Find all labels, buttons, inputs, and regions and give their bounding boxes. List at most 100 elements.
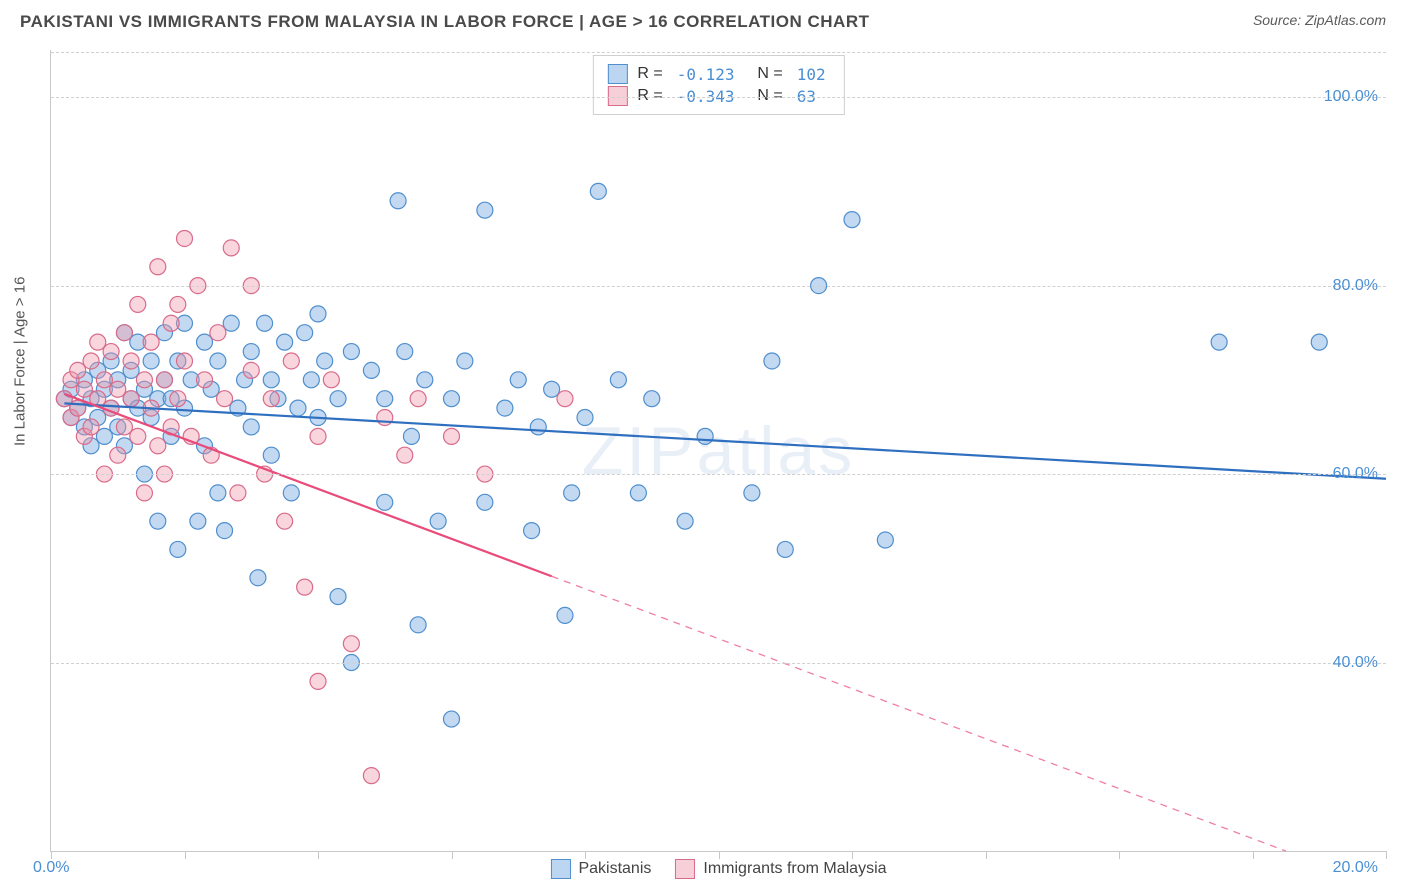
data-point <box>363 768 379 784</box>
data-point <box>477 202 493 218</box>
data-point <box>83 353 99 369</box>
gridline <box>51 286 1386 287</box>
trend-line <box>64 394 551 576</box>
data-point <box>323 372 339 388</box>
data-point <box>417 372 433 388</box>
x-tick <box>1253 851 1254 859</box>
data-point <box>1211 334 1227 350</box>
data-point <box>210 353 226 369</box>
gridline <box>51 474 1386 475</box>
x-tick <box>185 851 186 859</box>
data-point <box>497 400 513 416</box>
data-point <box>70 400 86 416</box>
data-point <box>263 447 279 463</box>
data-point <box>457 353 473 369</box>
data-point <box>243 344 259 360</box>
chart-plot-area: ZIPatlas R =-0.123 N =102R =-0.343 N =63… <box>50 50 1386 852</box>
data-point <box>444 428 460 444</box>
data-point <box>510 372 526 388</box>
data-point <box>677 513 693 529</box>
data-point <box>377 391 393 407</box>
data-point <box>544 381 560 397</box>
data-point <box>297 325 313 341</box>
data-point <box>250 570 266 586</box>
data-point <box>557 391 573 407</box>
data-point <box>564 485 580 501</box>
data-point <box>217 523 233 539</box>
correlation-stats-box: R = -0.123 N = 102 R =-0.343 N =63 <box>592 55 844 115</box>
y-tick-label: 100.0% <box>1324 88 1378 106</box>
data-point <box>116 419 132 435</box>
data-point <box>210 325 226 341</box>
y-tick-label: 40.0% <box>1333 654 1378 672</box>
data-point <box>310 673 326 689</box>
stat-r-value: -0.123 <box>677 65 735 84</box>
data-point <box>477 494 493 510</box>
data-point <box>377 494 393 510</box>
data-point <box>170 296 186 312</box>
legend-swatch <box>607 64 627 84</box>
data-point <box>170 541 186 557</box>
chart-title: PAKISTANI VS IMMIGRANTS FROM MALAYSIA IN… <box>20 12 869 32</box>
stat-n-label: N = <box>749 87 783 105</box>
data-point <box>243 419 259 435</box>
data-point <box>303 372 319 388</box>
data-point <box>230 485 246 501</box>
data-point <box>630 485 646 501</box>
data-point <box>557 607 573 623</box>
data-point <box>283 353 299 369</box>
data-point <box>297 579 313 595</box>
x-tick <box>318 851 319 859</box>
x-tick <box>852 851 853 859</box>
data-point <box>317 353 333 369</box>
x-tick <box>1386 851 1387 859</box>
data-point <box>403 428 419 444</box>
data-point <box>377 410 393 426</box>
stat-n-value: 102 <box>797 65 826 84</box>
data-point <box>877 532 893 548</box>
y-tick-label: 60.0% <box>1333 465 1378 483</box>
x-axis-origin-label: 0.0% <box>33 859 69 877</box>
data-point <box>70 362 86 378</box>
data-point <box>577 410 593 426</box>
data-point <box>277 513 293 529</box>
data-point <box>83 419 99 435</box>
stats-row: R =-0.343 N =63 <box>607 86 829 106</box>
data-point <box>530 419 546 435</box>
x-tick <box>51 851 52 859</box>
data-point <box>610 372 626 388</box>
data-point <box>76 381 92 397</box>
data-point <box>363 362 379 378</box>
data-point <box>590 183 606 199</box>
stat-r-label: R = <box>637 65 662 83</box>
data-point <box>430 513 446 529</box>
data-point <box>764 353 780 369</box>
data-point <box>277 334 293 350</box>
data-point <box>263 391 279 407</box>
data-point <box>844 212 860 228</box>
legend-swatch <box>675 859 695 879</box>
x-tick <box>585 851 586 859</box>
legend-label: Immigrants from Malaysia <box>703 860 886 878</box>
data-point <box>223 240 239 256</box>
data-point <box>283 485 299 501</box>
trend-line-extrapolated <box>552 576 1286 851</box>
data-point <box>257 315 273 331</box>
x-tick <box>986 851 987 859</box>
data-point <box>410 617 426 633</box>
data-point <box>123 391 139 407</box>
data-point <box>1311 334 1327 350</box>
data-point <box>330 391 346 407</box>
data-point <box>170 391 186 407</box>
gridline <box>51 97 1386 98</box>
legend-item: Pakistanis <box>550 859 651 879</box>
data-point <box>197 372 213 388</box>
data-point <box>397 447 413 463</box>
data-point <box>263 372 279 388</box>
data-point <box>343 344 359 360</box>
data-point <box>136 372 152 388</box>
data-point <box>290 400 306 416</box>
stat-r-value: -0.343 <box>677 87 735 106</box>
data-point <box>143 353 159 369</box>
data-point <box>150 513 166 529</box>
